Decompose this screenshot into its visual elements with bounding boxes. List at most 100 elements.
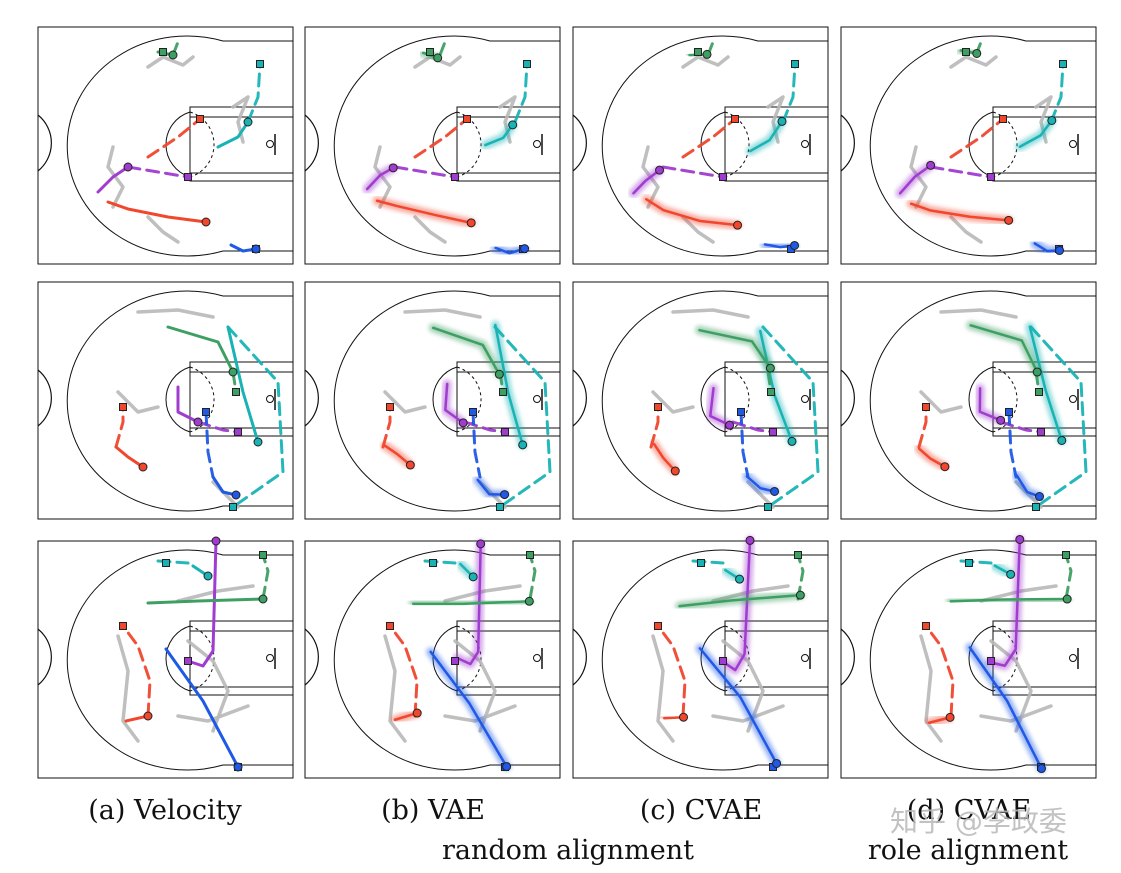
square-marker-icon: [496, 503, 504, 511]
square-marker-icon: [987, 657, 995, 665]
hoop-icon: [266, 654, 274, 662]
square-marker-icon: [469, 408, 477, 416]
court-border: [37, 540, 294, 779]
ground-truth-trace: [711, 704, 785, 723]
purple-predicted-trace: [978, 387, 1002, 422]
square-marker-icon: [767, 388, 775, 396]
green-history-dashed: [766, 370, 773, 394]
square-marker-icon: [987, 173, 995, 181]
ground-truth-trace: [176, 584, 255, 603]
circle-marker-icon: [228, 367, 238, 377]
center-circle: [572, 114, 587, 172]
circle-marker-icon: [201, 217, 211, 227]
hoop-icon: [266, 140, 274, 148]
green-predicted-trace: [411, 600, 531, 606]
red-predicted-trace: [917, 447, 947, 468]
free-throw-circle: [165, 625, 191, 692]
free-throw-dashed: [189, 111, 215, 178]
hoop-icon: [266, 395, 274, 403]
square-marker-icon: [196, 115, 204, 123]
circle-marker-icon: [1062, 594, 1072, 604]
center-circle: [304, 114, 319, 172]
center-circle: [840, 628, 855, 686]
square-marker-icon: [159, 48, 167, 56]
square-marker-icon: [1062, 551, 1070, 559]
purple-predicted-trace: [632, 168, 661, 195]
center-circle: [37, 628, 52, 686]
panel-r1-c2: [304, 26, 561, 265]
square-marker-icon: [162, 559, 170, 567]
circle-marker-icon: [1034, 492, 1044, 502]
ground-truth-trace: [939, 308, 1018, 319]
teal-predicted-trace: [494, 323, 524, 447]
square-marker-icon: [523, 60, 531, 68]
purple-predicted-trace: [186, 539, 218, 668]
circle-marker-icon: [770, 486, 780, 496]
teal-history-dashed: [761, 325, 820, 509]
circle-marker-icon: [494, 369, 504, 379]
red-history-dashed: [949, 117, 1005, 159]
square-marker-icon: [119, 403, 127, 411]
ground-truth-trace: [651, 390, 695, 414]
teal-predicted-trace: [749, 120, 784, 153]
circle-marker-icon: [996, 415, 1006, 425]
blue-history-dashed: [1007, 410, 1018, 479]
panel-r3-c3: [572, 535, 829, 779]
circle-marker-icon: [945, 712, 955, 722]
red-history-dashed: [917, 405, 928, 449]
hoop-icon: [1069, 140, 1077, 148]
free-throw-dashed: [724, 111, 750, 178]
green-history-dashed: [528, 553, 537, 601]
free-throw-dashed: [456, 366, 482, 433]
purple-predicted-trace: [176, 385, 200, 424]
three-point-arc: [333, 35, 560, 257]
teal-history-dashed: [1029, 325, 1088, 509]
circle-marker-icon: [745, 535, 755, 545]
square-marker-icon: [234, 428, 242, 436]
three-point-arc: [333, 290, 560, 512]
square-marker-icon: [426, 48, 434, 56]
square-marker-icon: [794, 551, 802, 559]
circle-marker-icon: [520, 244, 530, 254]
green-predicted-trace: [698, 328, 772, 370]
blue-predicted-trace: [968, 646, 1043, 770]
ground-truth-trace: [136, 308, 215, 319]
ground-truth-trace: [453, 639, 497, 733]
three-point-arc: [601, 290, 828, 512]
circle-marker-icon: [765, 363, 775, 373]
square-marker-icon: [451, 657, 459, 665]
center-circle: [304, 628, 319, 686]
teal-predicted-trace: [1018, 119, 1054, 148]
square-marker-icon: [1035, 388, 1043, 396]
center-circle: [572, 628, 587, 686]
green-history-dashed: [261, 553, 270, 601]
ground-truth-trace: [721, 639, 765, 733]
ground-truth-trace: [443, 584, 522, 603]
circle-marker-icon: [243, 117, 253, 127]
square-marker-icon: [119, 622, 127, 630]
circle-marker-icon: [679, 712, 689, 722]
free-throw-circle: [165, 366, 191, 433]
purple-predicted-trace: [988, 538, 1022, 667]
center-circle: [304, 369, 319, 427]
three-point-arc: [601, 35, 828, 257]
circle-marker-icon: [253, 437, 263, 447]
hoop-icon: [801, 654, 809, 662]
square-marker-icon: [694, 48, 702, 56]
square-marker-icon: [719, 657, 727, 665]
three-point-arc: [601, 549, 828, 771]
red-predicted-trace: [375, 199, 473, 225]
three-point-arc: [869, 290, 1096, 512]
three-point-arc: [869, 549, 1096, 771]
circle-marker-icon: [1032, 367, 1042, 377]
purple-predicted-trace: [365, 166, 395, 191]
free-throw-dashed: [992, 625, 1018, 692]
purple-history-dashed: [929, 165, 993, 179]
circle-marker-icon: [500, 490, 510, 500]
panel-r1-c1: [37, 26, 294, 265]
teal-history-dashed: [1049, 62, 1065, 124]
green-predicted-trace: [678, 593, 802, 608]
panel-r3-c2: [304, 539, 561, 779]
free-throw-dashed: [724, 366, 750, 433]
ground-truth-trace: [383, 634, 407, 743]
